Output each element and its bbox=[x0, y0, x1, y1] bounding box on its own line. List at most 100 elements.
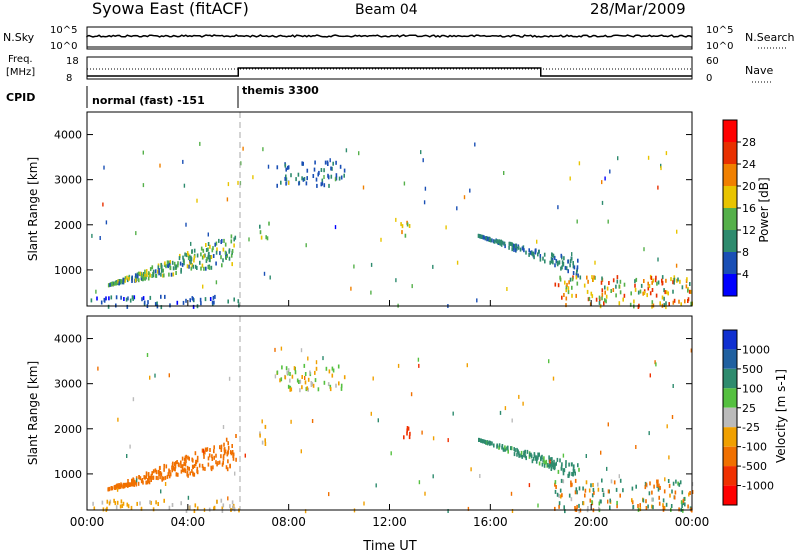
data-cell bbox=[284, 163, 287, 168]
data-cell bbox=[650, 276, 653, 280]
colorbar-tick-label: 1000 bbox=[742, 343, 770, 356]
power-ylabel: Slant Range [km] bbox=[26, 157, 40, 261]
data-cell bbox=[573, 265, 576, 270]
data-cell bbox=[143, 272, 145, 276]
data-cell bbox=[189, 471, 191, 476]
data-cell bbox=[565, 464, 567, 468]
data-cell bbox=[329, 384, 332, 389]
data-cell bbox=[577, 463, 579, 468]
data-cell bbox=[132, 397, 135, 402]
colorbar-segment bbox=[723, 164, 737, 186]
data-cell bbox=[452, 411, 454, 416]
data-cell bbox=[576, 269, 578, 274]
data-cell bbox=[208, 265, 211, 270]
data-cell bbox=[114, 281, 116, 286]
colorbar-tick-label: 8 bbox=[742, 246, 749, 259]
data-cell bbox=[335, 173, 338, 178]
data-cell bbox=[432, 436, 435, 441]
data-cell bbox=[215, 261, 217, 266]
data-cell bbox=[120, 279, 123, 284]
colorbar-segment bbox=[723, 349, 737, 369]
data-cell bbox=[289, 372, 291, 376]
data-cell bbox=[215, 460, 217, 465]
data-cell bbox=[157, 476, 159, 481]
data-cell bbox=[180, 501, 182, 506]
data-cell bbox=[152, 269, 155, 274]
data-cell bbox=[232, 453, 234, 458]
data-cell bbox=[595, 297, 598, 302]
data-cell bbox=[306, 386, 308, 391]
data-cell bbox=[185, 298, 187, 303]
data-cell bbox=[172, 266, 175, 271]
data-cell bbox=[302, 177, 305, 182]
data-cell bbox=[323, 183, 326, 188]
data-cell bbox=[577, 258, 579, 263]
data-cell bbox=[193, 248, 196, 253]
data-cell bbox=[208, 258, 211, 262]
data-cell bbox=[110, 486, 113, 490]
data-cell bbox=[174, 467, 176, 472]
y-tick-label: 1000 bbox=[54, 468, 82, 481]
colorbar-tick-label: 24 bbox=[742, 158, 756, 171]
x-axis-label: Time UT bbox=[362, 539, 416, 554]
data-cell bbox=[406, 222, 409, 227]
data-cell bbox=[170, 272, 173, 277]
data-cell bbox=[549, 462, 552, 467]
data-cell bbox=[569, 259, 572, 264]
data-cell bbox=[525, 456, 527, 461]
data-cell bbox=[312, 383, 315, 388]
data-cell bbox=[160, 272, 162, 277]
data-cell bbox=[654, 360, 656, 365]
data-cell bbox=[372, 376, 374, 381]
data-cell bbox=[508, 245, 510, 250]
data-cell bbox=[663, 288, 665, 293]
data-cell bbox=[164, 482, 167, 486]
data-cell bbox=[535, 457, 537, 461]
data-cell bbox=[647, 504, 649, 509]
data-cell bbox=[598, 501, 601, 506]
data-cell bbox=[199, 141, 201, 146]
data-cell bbox=[131, 279, 133, 283]
data-cell bbox=[196, 469, 198, 474]
data-cell bbox=[235, 434, 237, 438]
data-cell bbox=[131, 275, 133, 280]
data-cell bbox=[191, 296, 194, 301]
data-cell bbox=[221, 509, 224, 513]
data-cell bbox=[177, 261, 179, 266]
data-cell bbox=[534, 250, 537, 255]
data-cell bbox=[316, 183, 318, 188]
data-cell bbox=[569, 263, 571, 268]
data-cell bbox=[171, 465, 173, 470]
data-cell bbox=[637, 504, 639, 508]
data-cell bbox=[661, 295, 664, 300]
data-cell bbox=[476, 298, 478, 303]
data-cell bbox=[511, 418, 513, 423]
y-tick-label: 2000 bbox=[54, 219, 82, 232]
data-cell bbox=[323, 380, 326, 385]
data-cell bbox=[407, 426, 410, 431]
data-cell bbox=[233, 243, 235, 248]
data-cell bbox=[212, 465, 214, 470]
data-cell bbox=[631, 486, 634, 491]
data-cell bbox=[545, 459, 548, 464]
data-cell bbox=[654, 278, 657, 283]
data-cell bbox=[343, 375, 346, 380]
colorbar-frame bbox=[722, 329, 738, 506]
power-panel: 1000 2000 3000 4000 Slant Range [km] 4 8 12 16… bbox=[26, 111, 771, 310]
cpid-label: CPID bbox=[6, 91, 35, 104]
data-cell bbox=[146, 353, 149, 357]
data-cell bbox=[306, 168, 309, 173]
data-cell bbox=[259, 224, 261, 229]
data-cell bbox=[469, 188, 471, 193]
data-cell bbox=[118, 281, 120, 286]
data-cell bbox=[681, 490, 684, 495]
data-cell bbox=[188, 264, 190, 269]
data-cell bbox=[178, 463, 180, 468]
data-cell bbox=[160, 268, 163, 273]
data-cell bbox=[637, 290, 640, 295]
colorbar-segment bbox=[723, 252, 737, 274]
data-cell bbox=[207, 462, 210, 467]
data-cell bbox=[510, 446, 513, 451]
data-cell bbox=[240, 161, 242, 166]
data-cell bbox=[663, 303, 666, 308]
